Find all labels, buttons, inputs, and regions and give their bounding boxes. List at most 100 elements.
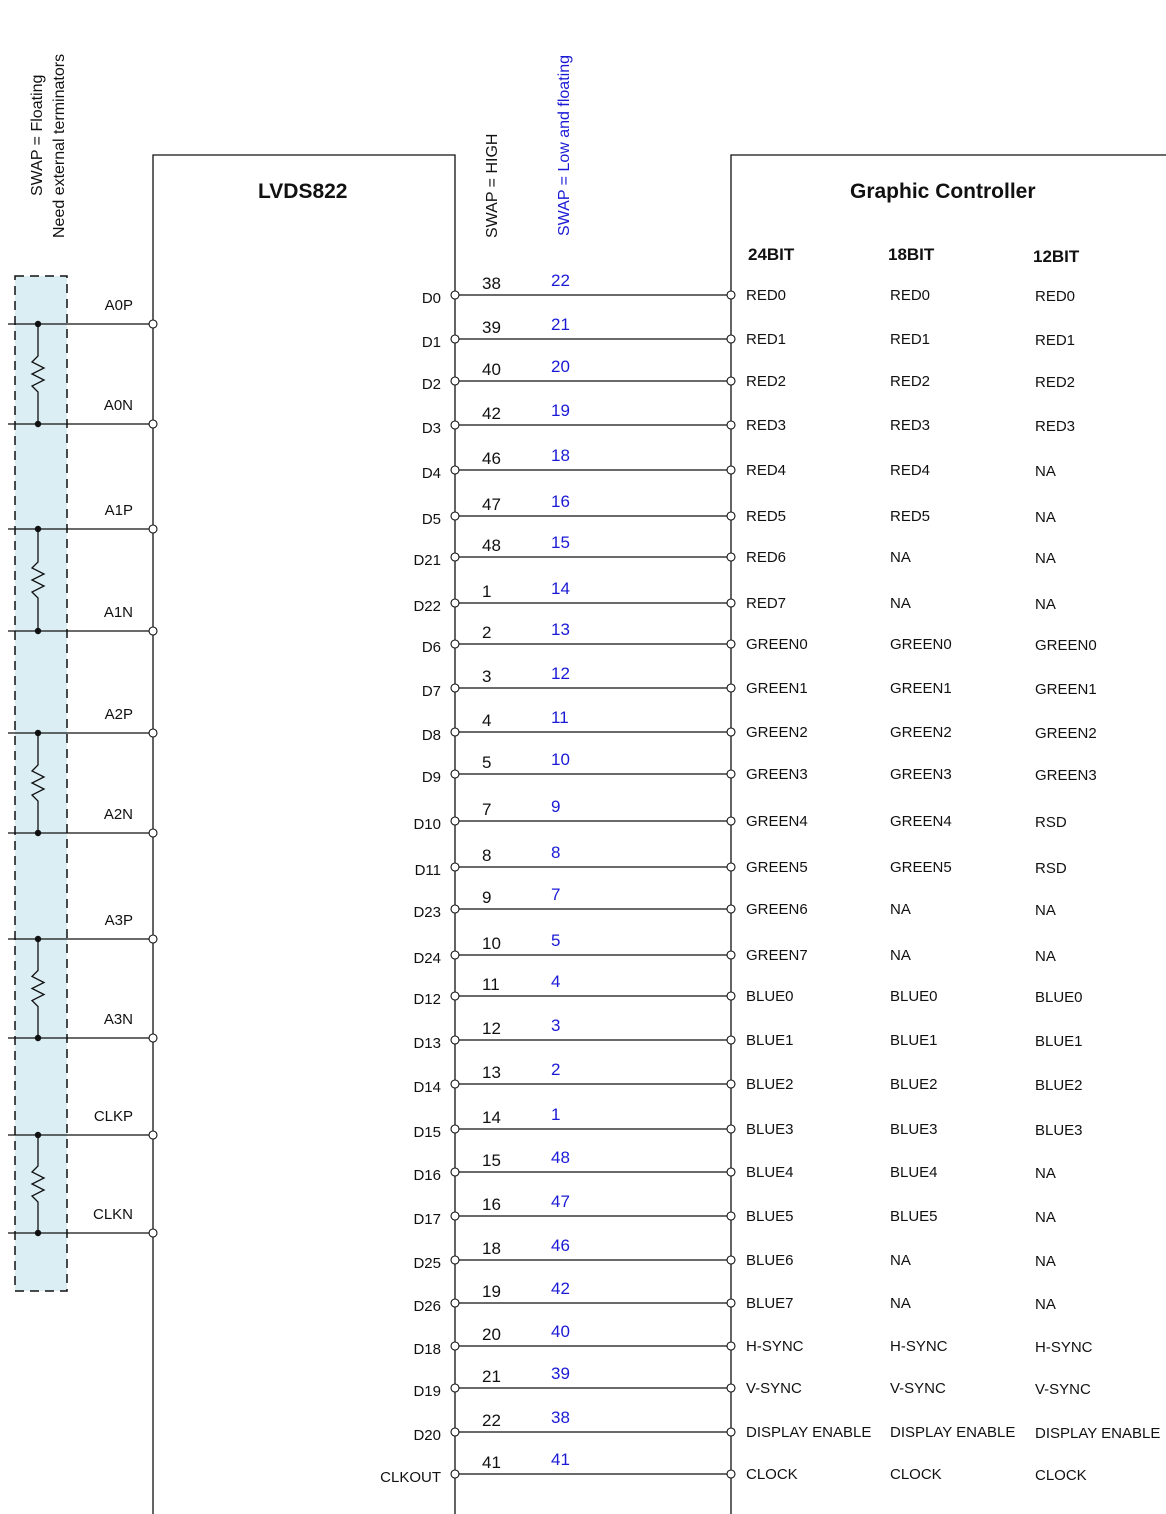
swap-low-pin-number: 22 <box>551 271 570 290</box>
signal-12bit: RED1 <box>1035 332 1075 349</box>
swap-low-pin-number: 21 <box>551 315 570 334</box>
signal-12bit: BLUE3 <box>1035 1122 1083 1139</box>
lvds-input-pin <box>450 1427 460 1437</box>
signal-18bit: RED2 <box>890 373 930 390</box>
controller-output-pin <box>726 1298 736 1308</box>
lvds-input-pin <box>450 1383 460 1393</box>
pin-a2n <box>148 828 158 838</box>
lvds-pin-name: D14 <box>413 1079 441 1096</box>
lvds-label-a1p: A1P <box>105 502 133 519</box>
controller-output-pin <box>726 511 736 521</box>
lvds-pin-name: D1 <box>422 334 441 351</box>
swap-high-pin-number: 48 <box>482 536 501 555</box>
swap-high-pin-number: 47 <box>482 495 501 514</box>
controller-output-pin <box>726 420 736 430</box>
signal-12bit: RED2 <box>1035 374 1075 391</box>
lvds-label-a3p: A3P <box>105 912 133 929</box>
lvds-pin-name: D16 <box>413 1167 441 1184</box>
external-terminator-box <box>14 275 68 1292</box>
swap-high-pin-number: 11 <box>482 975 500 994</box>
lvds-pin-name: D5 <box>422 511 441 528</box>
swap-low-pin-number: 41 <box>551 1450 570 1469</box>
swap-low-pin-number: 2 <box>551 1060 560 1079</box>
signal-24bit: RED0 <box>746 287 786 304</box>
swap-high-pin-number: 16 <box>482 1195 501 1214</box>
terminator-resistor <box>30 324 46 424</box>
swap-high-pin-number: 8 <box>482 846 491 865</box>
swap-low-pin-number: 9 <box>551 797 560 816</box>
signal-18bit: GREEN1 <box>890 680 952 697</box>
controller-output-pin <box>726 552 736 562</box>
lvds-input-pin <box>450 683 460 693</box>
signal-18bit: GREEN4 <box>890 813 952 830</box>
lvds-pin-name: D12 <box>413 991 441 1008</box>
terminator-resistor <box>30 1135 46 1233</box>
swap-high-pin-number: 46 <box>482 449 501 468</box>
swap-low-pin-number: 7 <box>551 885 560 904</box>
controller-output-pin <box>726 1211 736 1221</box>
signal-12bit: CLOCK <box>1035 1467 1087 1484</box>
swap-low-pin-number: 5 <box>551 931 560 950</box>
controller-output-pin <box>726 465 736 475</box>
lvds-pin-name: D21 <box>413 552 441 569</box>
lvds-pin-name: D8 <box>422 727 441 744</box>
lvds-input-pin <box>450 465 460 475</box>
signal-24bit: GREEN4 <box>746 813 808 830</box>
signal-18bit: NA <box>890 595 911 612</box>
lvds-pin-name: D19 <box>413 1383 441 1400</box>
lvds-input-pin <box>450 511 460 521</box>
signal-12bit: H-SYNC <box>1035 1339 1093 1356</box>
signal-24bit: RED6 <box>746 549 786 566</box>
signal-24bit: BLUE3 <box>746 1121 794 1138</box>
swap-low-label: SWAP = Low and floating <box>556 55 573 236</box>
terminator-resistor <box>30 939 46 1038</box>
swap-low-pin-number: 13 <box>551 620 570 639</box>
swap-high-pin-number: 22 <box>482 1411 501 1430</box>
swap-high-pin-number: 18 <box>482 1239 501 1258</box>
signal-18bit: BLUE5 <box>890 1208 938 1225</box>
lvds-input-pin <box>450 769 460 779</box>
signal-12bit: RED3 <box>1035 418 1075 435</box>
signal-12bit: NA <box>1035 1296 1056 1313</box>
swap-low-pin-number: 20 <box>551 357 570 376</box>
swap-low-pin-number: 12 <box>551 664 570 683</box>
pin-a2p <box>148 728 158 738</box>
signal-12bit: NA <box>1035 1209 1056 1226</box>
signal-18bit: RED5 <box>890 508 930 525</box>
signal-24bit: BLUE1 <box>746 1032 794 1049</box>
controller-output-pin <box>726 1383 736 1393</box>
signal-24bit: GREEN2 <box>746 724 808 741</box>
col-header-18bit: 18BIT <box>888 245 935 264</box>
col-header-12bit: 12BIT <box>1033 247 1080 266</box>
signal-18bit: RED0 <box>890 287 930 304</box>
lvds-input-pin <box>450 1211 460 1221</box>
controller-output-pin <box>726 1079 736 1089</box>
swap-floating-label: SWAP = Floating <box>29 75 46 196</box>
swap-high-label: SWAP = HIGH <box>484 134 501 238</box>
signal-18bit: V-SYNC <box>890 1380 946 1397</box>
lvds-input-pin <box>450 420 460 430</box>
controller-output-pin <box>726 683 736 693</box>
signal-12bit: GREEN1 <box>1035 681 1097 698</box>
swap-high-pin-number: 19 <box>482 1282 501 1301</box>
signal-18bit: GREEN3 <box>890 766 952 783</box>
swap-low-pin-number: 47 <box>551 1192 570 1211</box>
signal-18bit: GREEN0 <box>890 636 952 653</box>
swap-high-pin-number: 21 <box>482 1367 501 1386</box>
controller-output-pin <box>726 1255 736 1265</box>
signal-24bit: BLUE5 <box>746 1208 794 1225</box>
lvds-input-pin <box>450 904 460 914</box>
lvds-pin-name: D13 <box>413 1035 441 1052</box>
signal-12bit: BLUE0 <box>1035 989 1083 1006</box>
signal-12bit: NA <box>1035 550 1056 567</box>
lvds-pin-name: D7 <box>422 683 441 700</box>
signal-12bit: GREEN0 <box>1035 637 1097 654</box>
controller-output-pin <box>726 376 736 386</box>
swap-low-pin-number: 38 <box>551 1408 570 1427</box>
signal-18bit: NA <box>890 1252 911 1269</box>
signal-24bit: GREEN7 <box>746 947 808 964</box>
controller-output-pin <box>726 950 736 960</box>
controller-output-pin <box>726 1167 736 1177</box>
